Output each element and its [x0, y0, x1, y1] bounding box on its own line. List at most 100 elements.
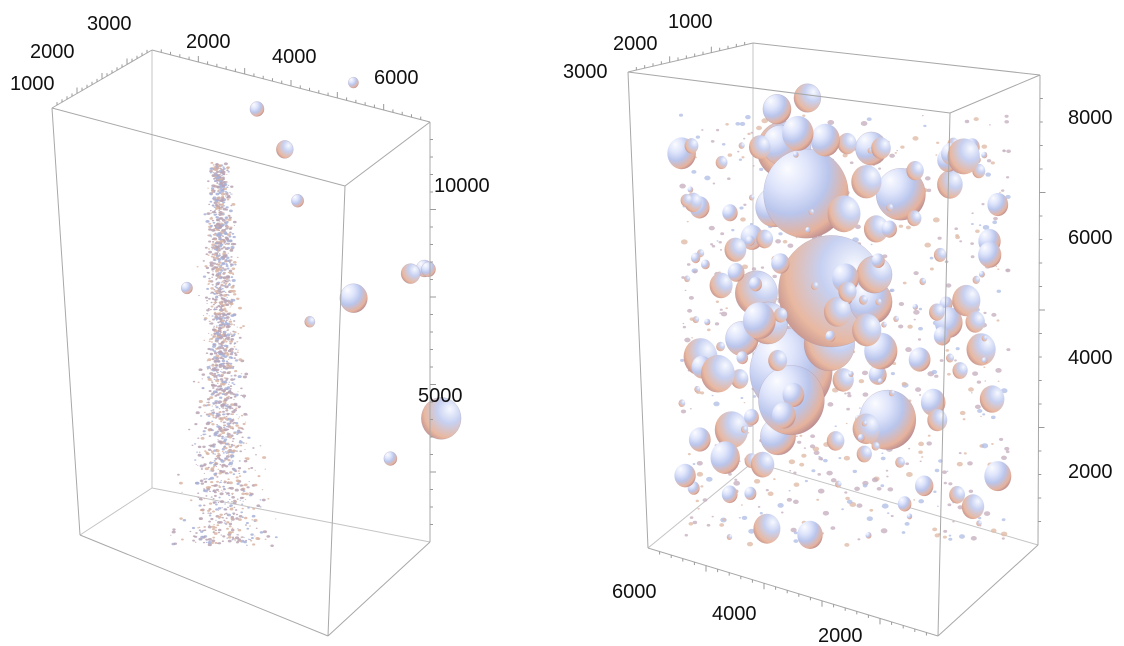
particle [218, 237, 222, 241]
particle [842, 153, 848, 158]
particle [224, 465, 229, 468]
particle [228, 227, 233, 230]
particle [226, 174, 228, 175]
particle [227, 488, 229, 490]
bubble [852, 413, 880, 445]
particle [215, 269, 220, 272]
particle [232, 393, 236, 396]
particle [692, 520, 698, 525]
particle [223, 445, 226, 448]
particle [208, 412, 213, 416]
particle [226, 362, 230, 365]
particle [237, 349, 239, 351]
particle [207, 283, 210, 285]
particle [211, 385, 214, 387]
particle [919, 460, 922, 463]
particle [738, 158, 743, 161]
particle [208, 541, 211, 543]
particle [695, 499, 699, 503]
particle [243, 483, 248, 487]
particle [847, 391, 851, 395]
particle [234, 509, 238, 511]
particle [214, 541, 218, 544]
particle [846, 407, 850, 411]
particle [210, 393, 214, 396]
bubble [851, 165, 882, 199]
particle [978, 516, 982, 520]
particle [212, 303, 215, 306]
particle [215, 388, 220, 391]
particle [231, 538, 234, 541]
particle [995, 368, 1002, 373]
particle [220, 489, 223, 491]
particle [203, 498, 206, 500]
particle [844, 392, 847, 395]
particle [211, 411, 213, 413]
particle [215, 228, 218, 230]
particle [215, 192, 220, 196]
particle [225, 192, 229, 196]
particle [224, 397, 226, 399]
particle [243, 536, 245, 538]
particle [236, 341, 239, 343]
particle [178, 481, 183, 485]
particle [198, 529, 202, 532]
particle [936, 141, 940, 145]
particle [226, 186, 229, 188]
bubble [987, 192, 1009, 217]
particle [686, 220, 689, 223]
particle [214, 285, 217, 288]
particle [243, 412, 248, 416]
particle [213, 311, 217, 314]
particle [209, 444, 213, 447]
particle [222, 348, 225, 350]
bubble [724, 237, 747, 262]
particle [218, 229, 221, 232]
bubble [678, 399, 686, 408]
particle [1000, 531, 1008, 537]
particle [719, 523, 725, 527]
particle [210, 496, 213, 498]
particle [219, 500, 225, 504]
particle [957, 505, 964, 510]
particle [208, 332, 210, 334]
particle [218, 485, 221, 487]
particle [226, 256, 230, 260]
particle [227, 218, 232, 222]
particle [228, 381, 231, 383]
bubble [347, 76, 359, 89]
particle [876, 486, 882, 491]
particle [223, 250, 225, 252]
particle [212, 196, 217, 199]
particle [195, 481, 200, 485]
particle [225, 325, 230, 329]
particle [701, 129, 704, 131]
particle [210, 187, 215, 190]
particle [229, 504, 233, 507]
particle [890, 514, 894, 518]
particle [253, 520, 256, 523]
particle [262, 456, 267, 459]
particle [756, 125, 762, 131]
particle [215, 226, 219, 229]
bubble [933, 326, 951, 346]
particle [207, 234, 210, 237]
particle [188, 428, 191, 431]
particle [222, 490, 224, 492]
particle [862, 484, 868, 488]
particle [197, 492, 200, 494]
particle [214, 453, 216, 455]
particle [233, 538, 237, 540]
bubble [742, 302, 776, 340]
particle [844, 491, 848, 494]
particle [194, 423, 198, 426]
particle [772, 274, 777, 279]
bubble [949, 486, 965, 504]
particle [212, 416, 215, 419]
bubble [749, 135, 771, 160]
particle [200, 464, 203, 467]
particle [213, 253, 217, 256]
particle [856, 503, 863, 508]
particle [230, 333, 233, 336]
particle [230, 205, 233, 207]
